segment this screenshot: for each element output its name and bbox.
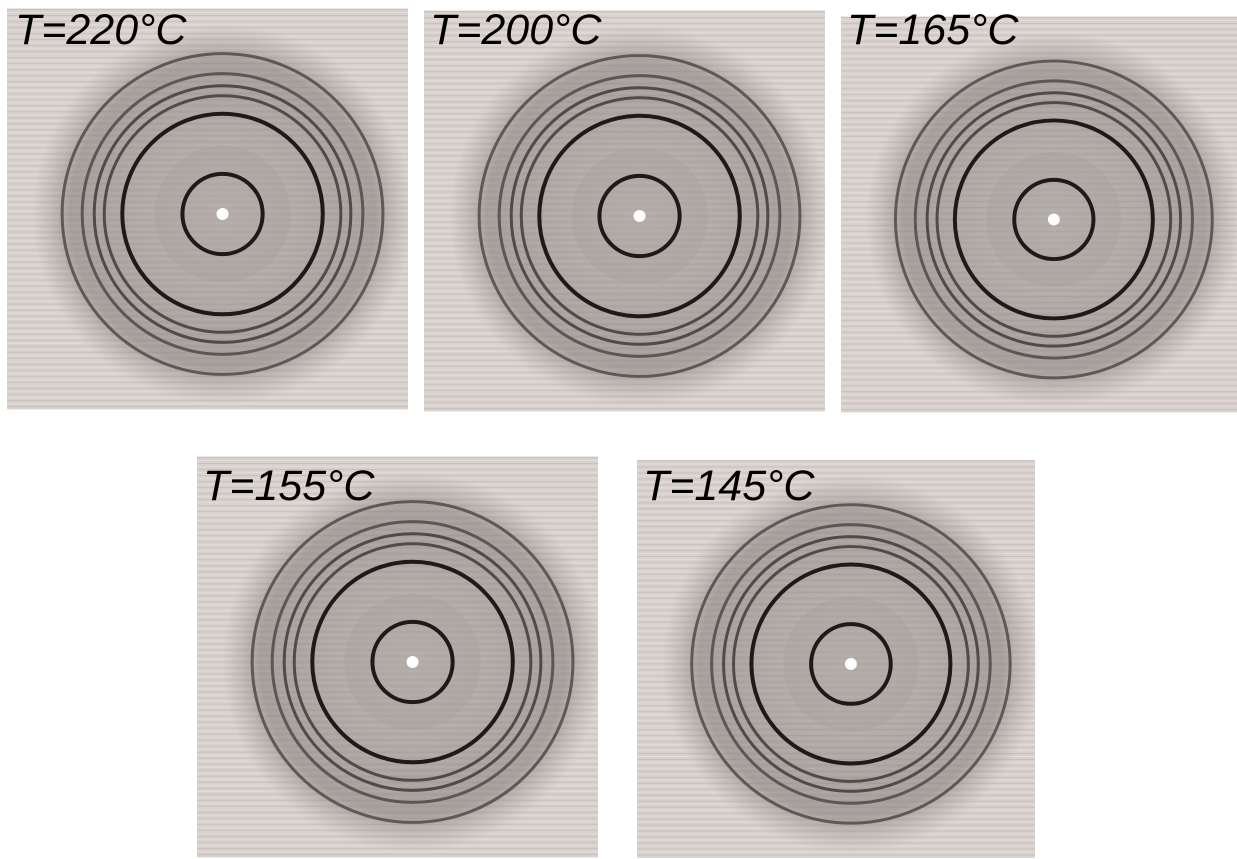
diffraction-panel: T=165°C [841, 13, 1237, 416]
diffraction-panel: T=200°C [424, 10, 825, 412]
panel-label: T=220°C [15, 8, 187, 54]
panel-label: T=165°C [847, 13, 1019, 54]
panel-label: T=200°C [430, 10, 602, 54]
page: {"panels": [ {"label": "T=220°C"}, {"lab… [0, 0, 1237, 859]
diffraction-panel: T=145°C [635, 460, 1037, 858]
panel-label: T=145°C [643, 462, 815, 510]
panel-label: T=155°C [203, 462, 375, 510]
diffraction-panel: T=220°C [7, 8, 408, 410]
diffraction-panel: T=155°C [197, 456, 598, 858]
